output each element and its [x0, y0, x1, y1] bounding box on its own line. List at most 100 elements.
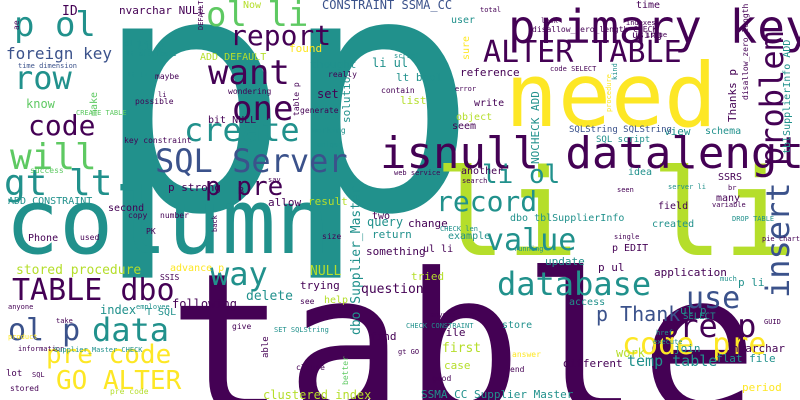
word: stored procedure — [16, 263, 142, 278]
word: working — [312, 126, 346, 135]
word: table p — [292, 82, 301, 116]
word: take — [56, 317, 73, 325]
word: p li — [738, 276, 765, 289]
word: trying — [300, 279, 340, 292]
word: product — [8, 333, 38, 341]
word: find — [370, 330, 397, 343]
word: execute — [653, 338, 683, 346]
word: TABLE dbo — [12, 273, 175, 308]
word: list — [400, 94, 427, 107]
word: key constraint — [124, 136, 192, 145]
word: SQL script — [596, 135, 651, 145]
word: p ul — [598, 261, 625, 274]
word: SQL — [32, 371, 45, 379]
word: ae — [12, 20, 21, 30]
word: anyone know — [430, 311, 477, 319]
word: clause — [296, 363, 325, 372]
word: li — [158, 91, 167, 99]
word: br — [728, 184, 737, 192]
word: table — [168, 232, 759, 400]
word: application — [654, 266, 727, 279]
word: copy — [128, 211, 148, 220]
word: server li — [668, 183, 706, 191]
word: update — [545, 255, 585, 268]
word: ol li — [124, 39, 149, 48]
word: used — [80, 233, 100, 242]
word: error — [455, 85, 477, 93]
word: DROP TABLE — [732, 215, 775, 223]
word: generate — [300, 106, 339, 115]
word: column — [5, 170, 331, 275]
word: example — [448, 231, 491, 242]
word: good — [432, 374, 452, 383]
word: p ol — [14, 5, 96, 45]
word: sure — [461, 35, 472, 60]
word: need — [505, 44, 717, 147]
word: row — [14, 59, 72, 97]
word: really — [328, 70, 357, 79]
word: maybe — [155, 72, 180, 81]
word: ADD CONSTRAINT — [8, 196, 93, 207]
word: will — [10, 137, 97, 178]
word: information — [18, 345, 65, 353]
word: second — [108, 203, 145, 214]
word: p — [92, 0, 291, 287]
word: employee — [136, 303, 170, 311]
word: SELECT — [683, 312, 716, 322]
word: another — [461, 166, 504, 177]
word: created — [652, 219, 695, 230]
word: user — [451, 15, 476, 26]
word: contain — [381, 86, 415, 95]
word: give — [232, 322, 252, 331]
word: single — [614, 233, 640, 241]
word: web service — [394, 169, 441, 177]
word: size — [322, 232, 342, 241]
word: use — [686, 281, 741, 316]
word: time — [636, 0, 661, 11]
word: using — [632, 30, 663, 41]
word: value — [486, 223, 577, 258]
word: p strong — [168, 181, 221, 194]
word: seem — [452, 121, 477, 132]
word: CHECK len — [440, 225, 478, 233]
word: gt GO — [398, 348, 420, 356]
word: success — [30, 166, 64, 175]
word: lt li — [127, 71, 149, 79]
word: anyone — [8, 303, 34, 311]
word: lt bool — [396, 71, 443, 84]
word: create — [184, 111, 300, 149]
word: two — [372, 211, 391, 222]
word: result — [308, 195, 348, 208]
word: B — [238, 186, 245, 197]
word: pre code — [110, 387, 149, 396]
word: query — [367, 215, 404, 229]
word: wondering — [228, 87, 272, 96]
word: script — [394, 52, 420, 60]
word: pie chart — [762, 235, 800, 243]
word: dbo tblSupplierInfo — [510, 213, 625, 224]
word: advance p — [170, 263, 225, 274]
word: p EDIT — [612, 243, 649, 254]
word: tblSupplierInfo ADD — [782, 39, 793, 154]
word: pre code — [46, 340, 172, 370]
word: access — [569, 297, 606, 308]
word: stored — [10, 384, 39, 393]
word: allow — [268, 196, 302, 209]
word: indexes — [626, 19, 656, 27]
word: PK — [146, 227, 156, 236]
word: foreign key — [6, 44, 112, 63]
word: able — [261, 336, 271, 358]
word: first — [442, 341, 482, 356]
word: reference — [460, 66, 520, 79]
word: schema — [705, 126, 742, 137]
word: delete — [246, 289, 293, 304]
word: p pre — [205, 172, 284, 202]
word: ol li — [206, 0, 309, 35]
word: CHECK CONSTRAINT — [406, 322, 474, 330]
word: ADD DEFAULT — [200, 52, 267, 63]
word: set — [317, 87, 339, 101]
word: SSMA_CC Supplier_Master — [421, 388, 574, 400]
word: issue — [646, 31, 668, 39]
word: tried — [411, 270, 445, 283]
